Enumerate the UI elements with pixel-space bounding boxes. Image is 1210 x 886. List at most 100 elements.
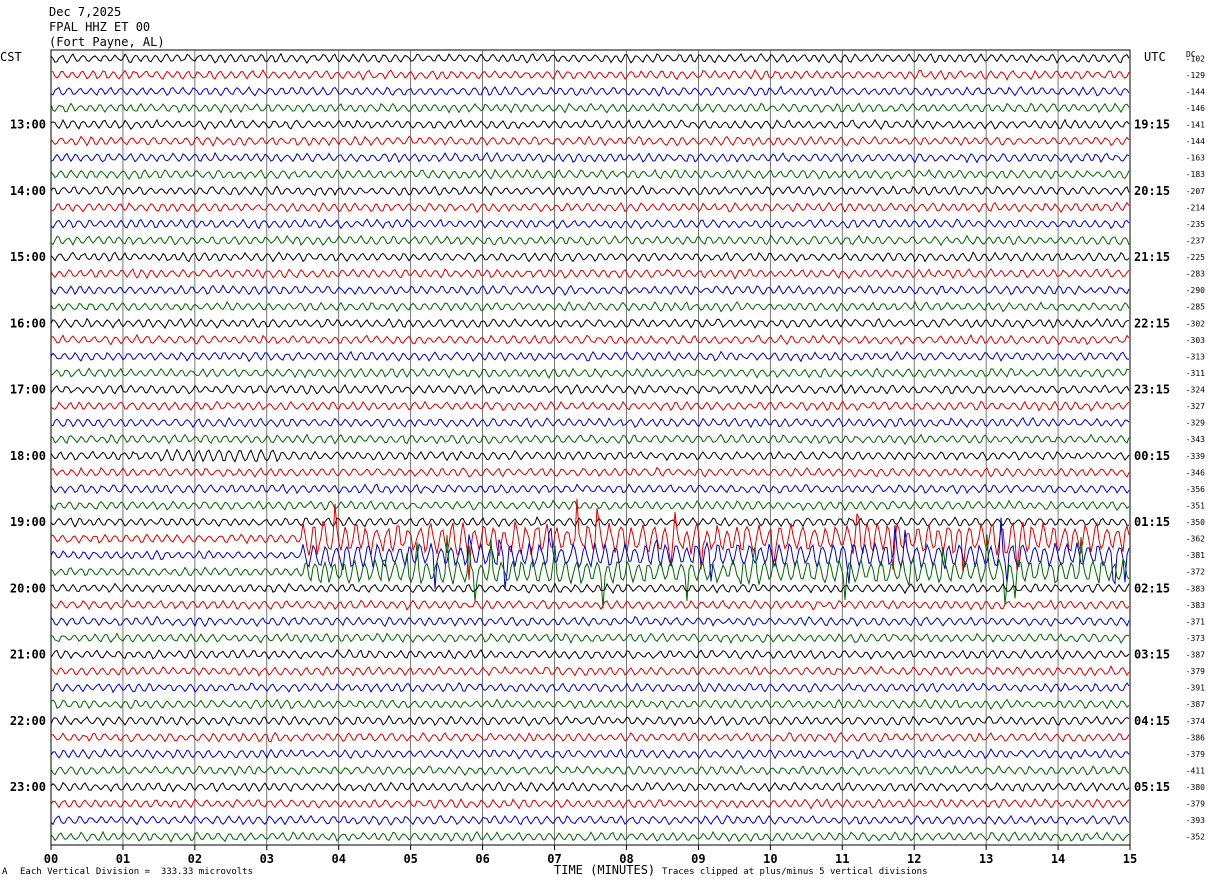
trace-row-23 [50, 416, 1130, 429]
left-hour-label: 22:00 [10, 714, 46, 728]
trace-row-20 [50, 367, 1130, 380]
dc-offset-label: -290 [1186, 286, 1205, 295]
left-hour-label: 21:00 [10, 648, 46, 662]
dc-offset-label: -214 [1186, 203, 1205, 212]
corner-mark: A [2, 867, 8, 877]
dc-offset-label: -379 [1186, 750, 1205, 759]
trace-row-14 [50, 268, 1130, 280]
dc-offset-label: -339 [1186, 452, 1205, 461]
dc-offset-label: -381 [1186, 551, 1205, 560]
trace-row-5 [50, 118, 1130, 131]
trace-row-27 [50, 483, 1130, 495]
x-axis-title: TIME (MINUTES) [554, 863, 656, 877]
right-hour-label: 04:15 [1134, 714, 1170, 728]
left-hour-label: 23:00 [10, 780, 46, 794]
trace-row-31 [50, 517, 1130, 589]
trace-row-32 [50, 534, 1130, 609]
dc-offset-label: -141 [1186, 121, 1205, 130]
right-hour-label: 22:15 [1134, 316, 1170, 330]
x-tick-label: 08 [619, 852, 633, 866]
left-hour-label: 14:00 [10, 184, 46, 198]
left-hour-label: 13:00 [10, 118, 46, 132]
right-hour-label: 23:15 [1134, 383, 1170, 397]
dc-offset-label: -144 [1186, 87, 1205, 96]
dc-offset-label: -374 [1186, 717, 1205, 726]
dc-offset-label: -350 [1186, 518, 1205, 527]
dc-offset-label: -351 [1186, 501, 1205, 510]
trace-row-29 [50, 516, 1130, 528]
scale-note: Each Vertical Division = 333.33 microvol… [20, 867, 253, 877]
dc-offset-label: -356 [1186, 485, 1205, 494]
dc-offset-label: -327 [1186, 402, 1205, 411]
left-hour-label: 19:00 [10, 515, 46, 529]
dc-offset-label: -311 [1186, 369, 1205, 378]
trace-row-30 [50, 498, 1130, 580]
trace-row-44 [50, 764, 1130, 777]
trace-row-15 [50, 284, 1130, 296]
trace-row-41 [50, 714, 1130, 727]
trace-row-36 [50, 632, 1130, 645]
x-tick-label: 09 [691, 852, 705, 866]
dc-offset-label: -324 [1186, 386, 1205, 395]
trace-row-18 [50, 333, 1130, 346]
x-tick-label: 12 [907, 852, 921, 866]
dc-offset-label: -386 [1186, 733, 1205, 742]
trace-row-16 [50, 300, 1130, 313]
trace-row-24 [50, 433, 1130, 446]
x-tick-label: 06 [475, 852, 489, 866]
left-hour-label: 15:00 [10, 250, 46, 264]
right-time-labels: 19:15 20:15 21:15 22:15 23:15 00:15 01:15 02:15… [1134, 118, 1170, 795]
trace-row-4 [50, 102, 1130, 114]
left-timezone-label: CST [0, 50, 22, 64]
x-tick-label: 02 [188, 852, 202, 866]
dc-offset-label: -387 [1186, 651, 1205, 660]
dc-offset-label: -379 [1186, 800, 1205, 809]
trace-row-45 [50, 781, 1130, 793]
trace-row-38 [50, 664, 1130, 677]
x-tick-label: 03 [260, 852, 274, 866]
right-hour-label: 03:15 [1134, 648, 1170, 662]
left-time-labels: 13:00 14:00 15:00 16:00 17:00 18:00 19:00 20:00… [10, 118, 46, 795]
right-hour-label: 01:15 [1134, 515, 1170, 529]
right-hour-label: 21:15 [1134, 250, 1170, 264]
x-tick-label: 04 [332, 852, 346, 866]
x-tick-label: 07 [547, 852, 561, 866]
trace-row-1 [50, 52, 1130, 64]
trace-row-42 [51, 731, 1130, 744]
trace-row-21 [50, 383, 1130, 396]
dc-offset-label: -372 [1186, 568, 1205, 577]
trace-row-28 [50, 499, 1130, 512]
dc-offset-label: -285 [1186, 303, 1205, 312]
dc-offset-label: -383 [1186, 584, 1205, 593]
plot-frame [50, 49, 1131, 846]
left-hour-label: 20:00 [10, 581, 46, 595]
trace-row-22 [50, 400, 1130, 412]
trace-row-12 [50, 234, 1130, 247]
dc-offset-label: -146 [1186, 104, 1205, 113]
trace-row-19 [50, 350, 1130, 363]
dc-offset-label: -387 [1186, 700, 1205, 709]
dc-offset-label: -393 [1186, 816, 1205, 825]
trace-row-39 [51, 681, 1130, 694]
station-label: FPAL HHZ ET 00 [49, 20, 151, 34]
trace-row-37 [50, 648, 1130, 661]
dc-offset-label: -329 [1186, 419, 1205, 428]
dc-offset-label: -102 [1186, 54, 1205, 63]
dc-offset-label: -362 [1186, 535, 1205, 544]
right-hour-label: 00:15 [1134, 449, 1170, 463]
trace-row-11 [50, 218, 1130, 230]
x-tick-label: 10 [763, 852, 777, 866]
right-hour-label: 05:15 [1134, 780, 1170, 794]
dc-offset-label: -371 [1186, 617, 1205, 626]
dc-offset-label: -346 [1186, 468, 1205, 477]
right-timezone-label: UTC [1144, 50, 1166, 64]
left-hour-label: 17:00 [10, 383, 46, 397]
dc-offset-label: -235 [1186, 220, 1205, 229]
dc-offset-label: -391 [1186, 684, 1205, 693]
x-tick-label: 01 [116, 852, 130, 866]
dc-offset-label: -302 [1186, 319, 1205, 328]
trace-row-26 [50, 466, 1130, 478]
trace-row-47 [50, 814, 1130, 826]
dc-offset-label: -225 [1186, 253, 1205, 262]
